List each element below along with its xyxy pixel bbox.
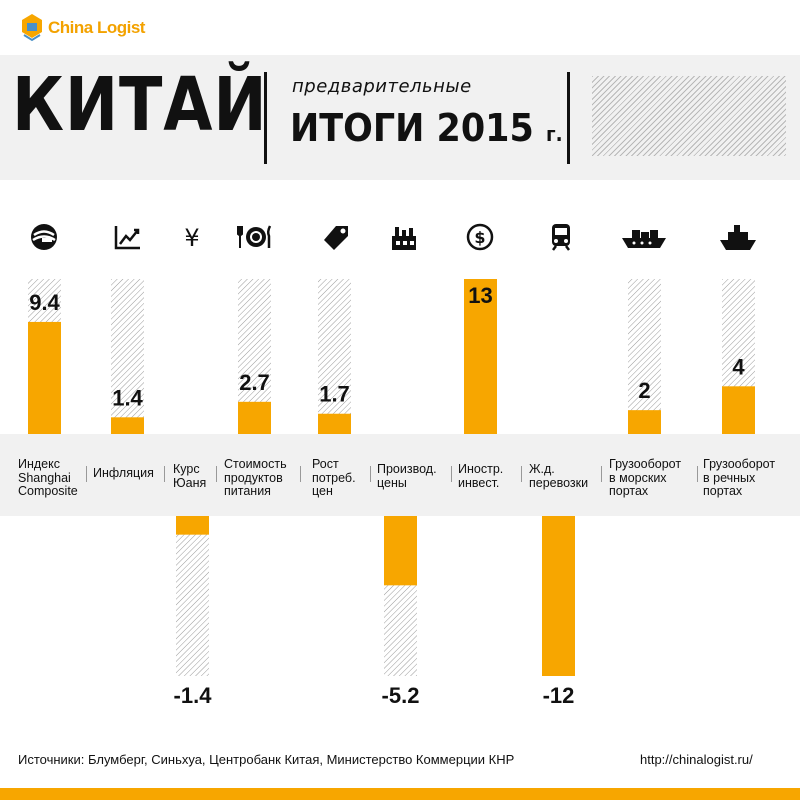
- bar: [318, 413, 351, 434]
- label-separator: [451, 466, 452, 482]
- label-separator: [216, 466, 217, 482]
- label-separator: [300, 466, 301, 482]
- bar: [542, 516, 575, 676]
- bar: [384, 516, 417, 586]
- label-separator: [697, 466, 698, 482]
- page-title: КИТАЙ: [12, 62, 268, 148]
- china-logist-logo-icon: [22, 14, 42, 42]
- title-divider: [264, 72, 267, 164]
- data-label: 13: [468, 283, 492, 308]
- title-hatch-decoration: [592, 76, 786, 156]
- category-label: Производ. цены: [377, 462, 437, 490]
- source-url-link[interactable]: http://chinalogist.ru/: [640, 752, 753, 767]
- title-divider-right: [567, 72, 570, 164]
- top-strip: [0, 0, 800, 55]
- food-plate-icon: [237, 225, 272, 248]
- svg-text:$: $: [474, 228, 485, 247]
- category-label: Индекс Shanghai Composite: [18, 457, 78, 498]
- category-label: Курс Юаня: [173, 462, 207, 490]
- data-label: 1.4: [112, 385, 143, 410]
- chart-trend-icon: [114, 226, 140, 250]
- bar: [111, 417, 144, 434]
- bar-track: [176, 516, 209, 676]
- bar-track: [318, 279, 351, 434]
- category-label: Стоимость продуктов питания: [224, 457, 287, 498]
- category-label: Рост потреб. цен: [312, 457, 356, 498]
- bar: [464, 279, 497, 434]
- bar: [238, 401, 271, 434]
- svg-text:¥: ¥: [184, 224, 199, 252]
- price-tag-icon: [324, 226, 348, 250]
- data-label: 2: [638, 378, 650, 403]
- data-label: 9.4: [29, 290, 60, 315]
- bar: [176, 516, 209, 535]
- dollar-coin-icon: $: [466, 223, 494, 251]
- label-separator: [164, 466, 165, 482]
- data-label: -1.4: [174, 683, 213, 708]
- data-label: -5.2: [382, 683, 420, 708]
- label-separator: [521, 466, 522, 482]
- label-separator: [601, 466, 602, 482]
- cargo-ship-icon: [622, 230, 666, 248]
- bar: [28, 321, 61, 434]
- brand-name: China Logist: [48, 18, 145, 37]
- bar-track: [628, 279, 661, 434]
- river-boat-icon: [720, 225, 756, 250]
- yuan-icon: ¥: [184, 224, 199, 252]
- bar: [722, 386, 755, 434]
- bar-track: [111, 279, 144, 434]
- data-label: 4: [732, 354, 745, 379]
- sources-text: Источники: Блумберг, Синьхуа, Центробанк…: [18, 752, 515, 767]
- bottom-accent-bar: [0, 788, 800, 800]
- page-title-year: ИТОГИ 2015 г.: [290, 106, 563, 150]
- data-label: 2.7: [239, 370, 270, 395]
- category-label: Инфляция: [93, 466, 154, 480]
- data-label: 1.7: [319, 382, 350, 407]
- page-subtitle: предварительные: [292, 76, 472, 97]
- label-separator: [370, 466, 371, 482]
- category-label: Иностр. инвест.: [458, 462, 504, 490]
- data-label: -12: [543, 683, 575, 708]
- category-label: Ж.д. перевозки: [529, 462, 589, 490]
- category-label-band: [0, 434, 800, 516]
- label-separator: [86, 466, 87, 482]
- factory-icon: [392, 227, 416, 250]
- category-label: Грузооборот в морских портах: [609, 457, 682, 498]
- shanghai-exchange-icon: [31, 224, 57, 250]
- train-icon: [552, 224, 570, 251]
- category-label: Грузооборот в речных портах: [703, 457, 776, 498]
- bar: [628, 410, 661, 434]
